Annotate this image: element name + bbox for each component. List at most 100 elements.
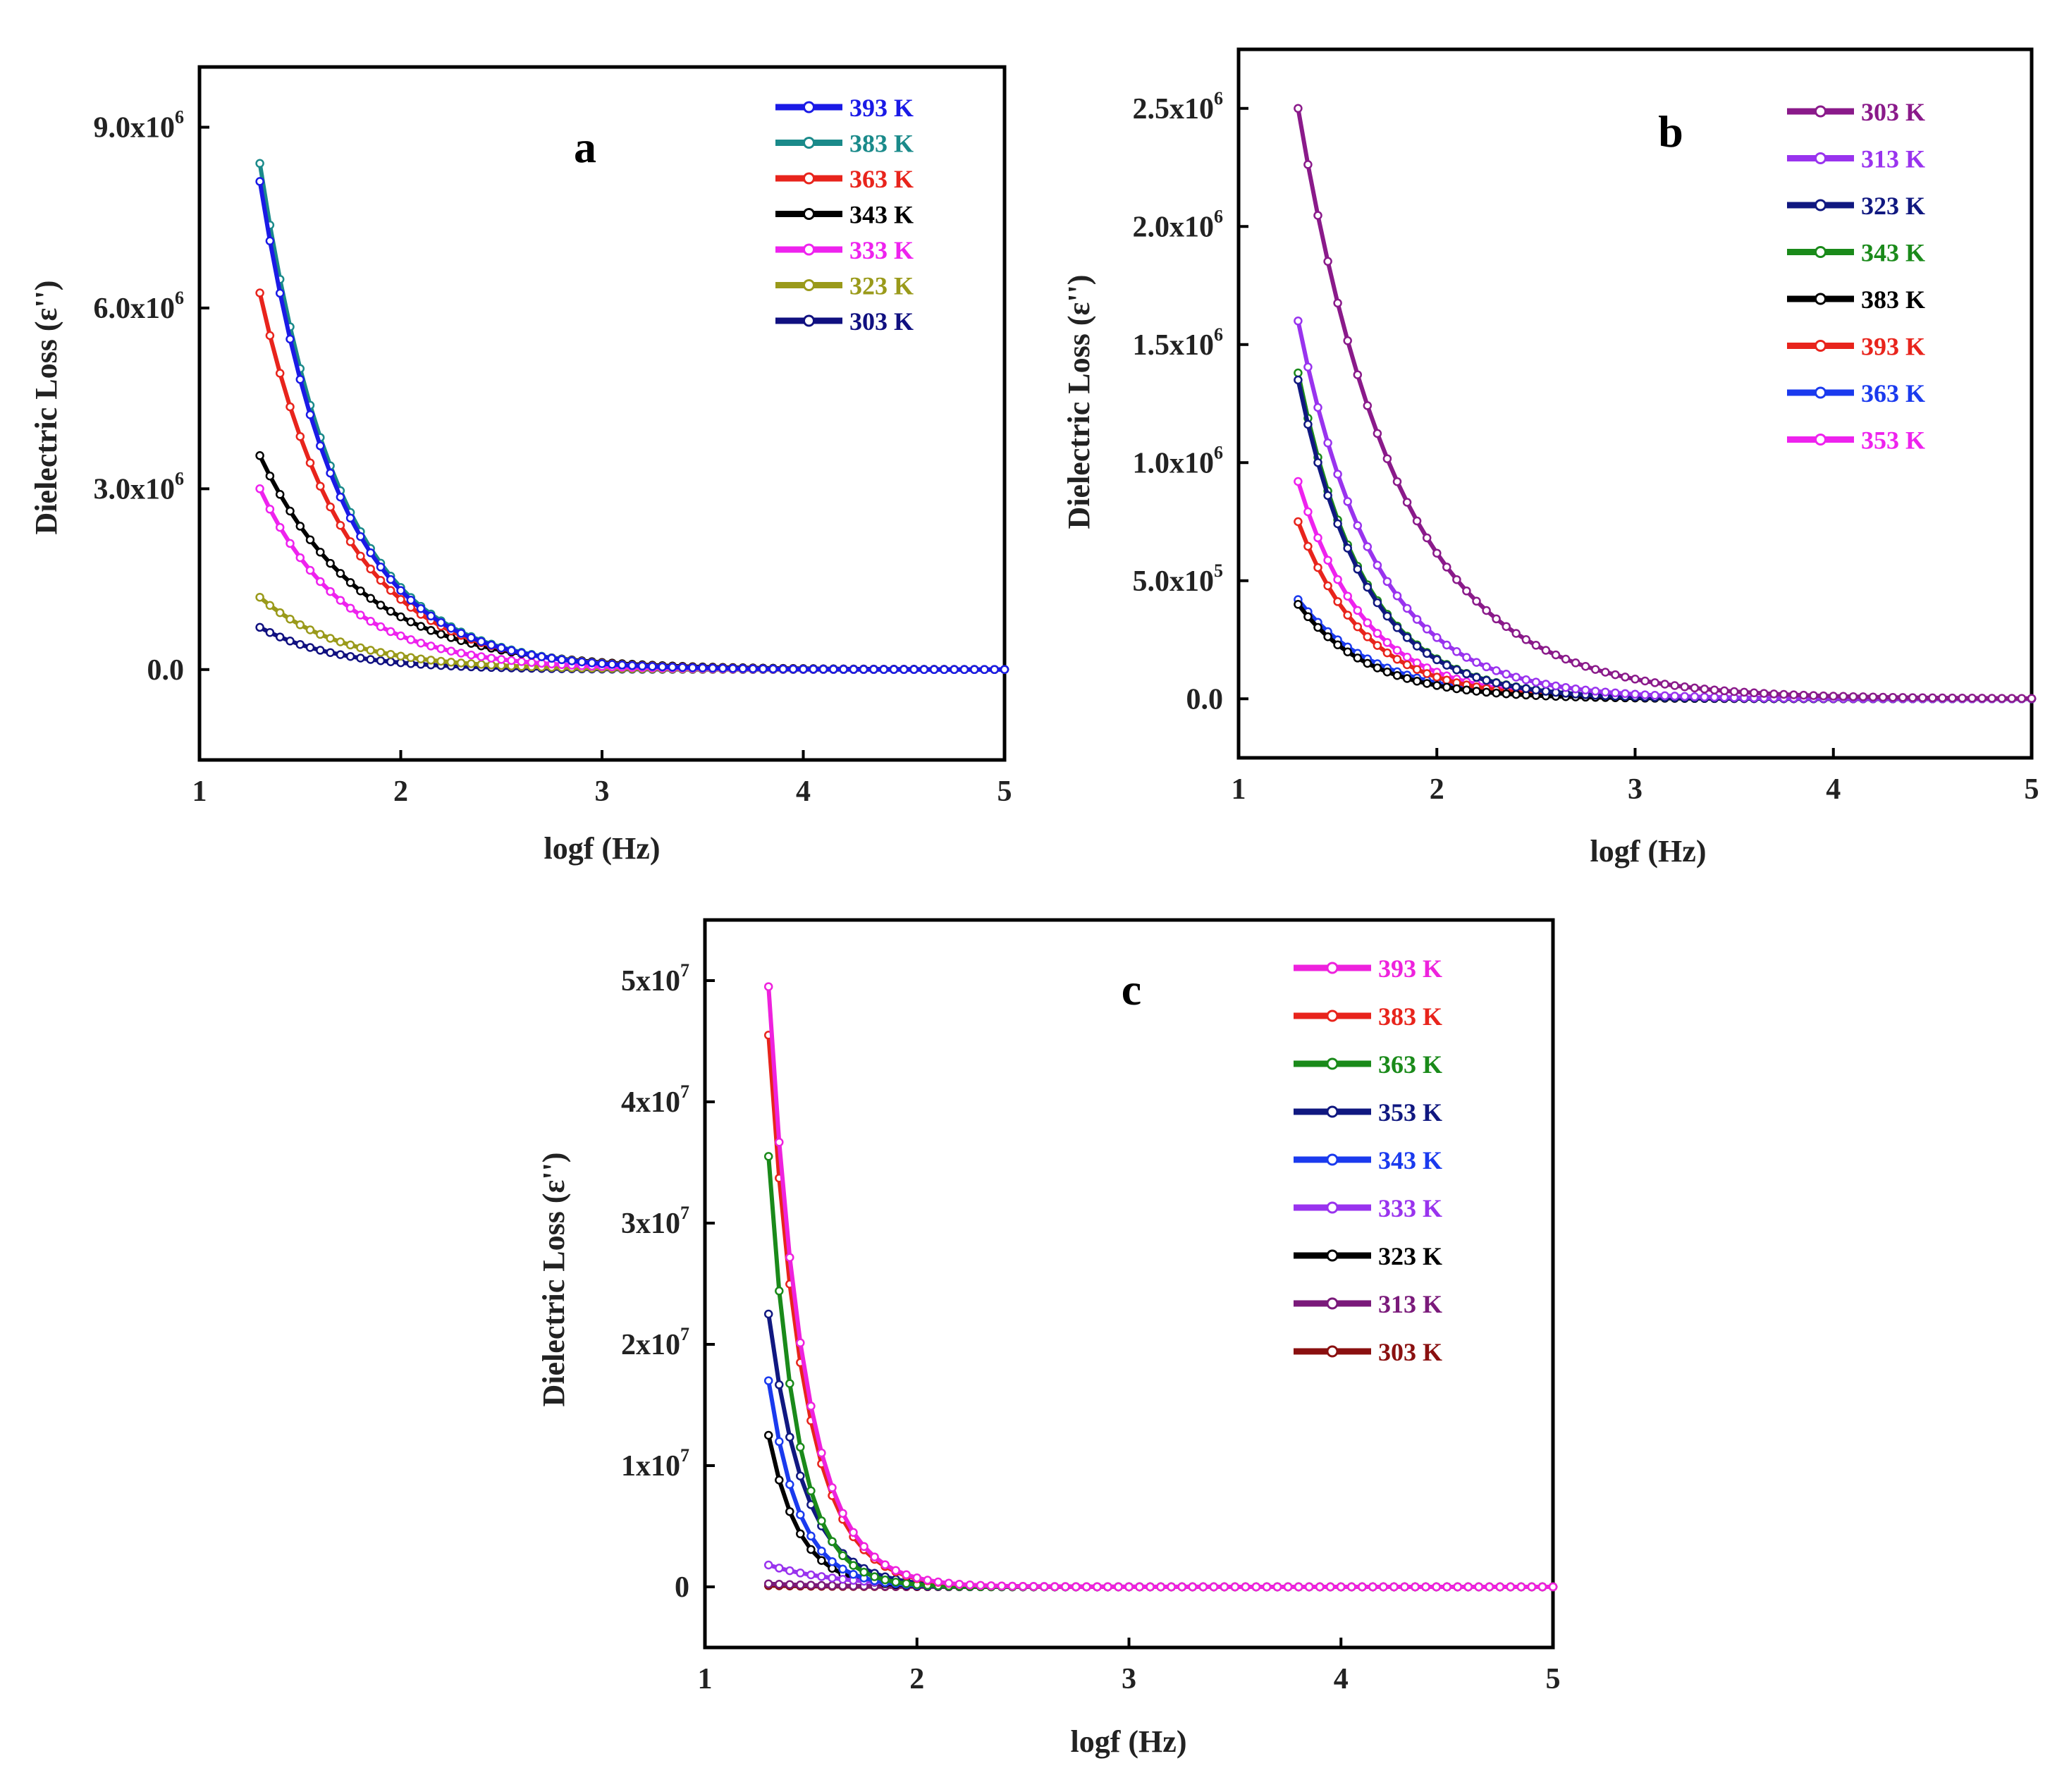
data-point	[396, 631, 405, 641]
data-point	[1908, 693, 1917, 702]
data-point	[817, 1581, 826, 1590]
x-tick-label: 3	[1628, 773, 1643, 806]
data-point	[1660, 691, 1669, 701]
legend-label: 313 K	[1378, 1290, 1442, 1318]
data-point	[426, 611, 436, 621]
data-point	[1382, 577, 1392, 587]
data-point	[1492, 688, 1501, 698]
data-point	[426, 656, 436, 665]
data-point	[637, 661, 647, 671]
legend-entry: 393 K	[1787, 333, 1925, 361]
data-point	[1422, 679, 1432, 688]
data-point	[768, 664, 778, 674]
data-point	[763, 1152, 773, 1161]
data-point	[1188, 1582, 1197, 1592]
data-point	[406, 596, 416, 605]
data-point	[1323, 581, 1332, 591]
data-point	[1353, 622, 1363, 632]
data-point	[1453, 1582, 1462, 1592]
data-point	[527, 650, 536, 660]
data-point	[1463, 1582, 1473, 1592]
legend-marker	[803, 279, 815, 291]
data-point	[1506, 1582, 1516, 1592]
legend-entry: 313 K	[1294, 1290, 1442, 1318]
data-point	[486, 653, 496, 663]
data-point	[336, 520, 345, 530]
data-point	[1294, 375, 1303, 385]
legend-entry: 343 K	[1294, 1146, 1442, 1174]
data-point	[1472, 596, 1481, 606]
data-point	[1262, 1582, 1272, 1592]
data-point	[1363, 632, 1373, 642]
data-point	[436, 618, 446, 627]
legend-label: 383 K	[849, 130, 914, 158]
data-point	[1363, 618, 1373, 627]
data-point	[386, 627, 395, 637]
x-tick-label: 2	[393, 775, 408, 808]
data-point	[785, 1379, 794, 1388]
data-point	[336, 569, 345, 578]
data-point	[1531, 641, 1541, 650]
data-point	[1432, 681, 1442, 690]
panel-b-y-axis-title: Dielectric Loss (ε'')	[1062, 275, 1096, 529]
panel-c-chart: 0 1x107 2x107 3x107 4x107 5x107 1 2 3 4 5 logf (H…	[536, 918, 1561, 1759]
data-point	[986, 1581, 996, 1590]
data-point	[305, 643, 315, 652]
data-point	[386, 649, 395, 659]
legend-label: 303 K	[849, 307, 914, 336]
data-point	[763, 982, 773, 991]
data-point	[1472, 687, 1481, 696]
x-tick-label: 5	[1546, 1663, 1561, 1695]
data-point	[396, 586, 405, 595]
data-point	[1442, 661, 1451, 670]
panel-a-series-layer	[255, 159, 1009, 675]
data-point	[796, 1471, 805, 1480]
data-point	[1007, 1581, 1017, 1591]
data-point	[1392, 654, 1402, 664]
data-point	[829, 665, 838, 674]
data-point	[1303, 507, 1313, 517]
data-point	[891, 1577, 900, 1587]
data-point	[809, 664, 818, 674]
data-point	[406, 617, 416, 627]
data-point	[1039, 1582, 1049, 1591]
data-point	[275, 490, 285, 499]
data-point	[1631, 675, 1640, 684]
data-point	[1527, 1582, 1537, 1592]
data-point	[698, 663, 707, 673]
data-point	[997, 1581, 1007, 1591]
data-point	[1313, 533, 1322, 543]
legend-entry: 303 K	[1787, 98, 1925, 126]
data-point	[799, 664, 808, 674]
data-point	[326, 587, 335, 596]
data-point	[828, 1557, 837, 1566]
data-point	[1521, 635, 1531, 644]
data-point	[899, 665, 909, 674]
data-point	[1347, 1582, 1356, 1592]
data-point	[1135, 1582, 1144, 1592]
data-point	[1858, 692, 1868, 701]
data-point	[1373, 598, 1382, 608]
data-point	[933, 1577, 943, 1587]
legend-entry: 333 K	[775, 236, 914, 264]
data-point	[286, 506, 295, 516]
data-point	[1363, 582, 1373, 592]
data-point	[1709, 692, 1719, 702]
data-point	[1303, 612, 1313, 622]
data-point	[416, 638, 426, 648]
data-point	[688, 663, 697, 673]
data-point	[980, 665, 989, 674]
data-point	[496, 655, 506, 664]
data-point	[1601, 687, 1610, 696]
data-point	[345, 651, 355, 661]
data-point	[436, 630, 446, 639]
data-point	[1432, 673, 1442, 682]
data-point	[976, 1581, 986, 1590]
y-tick-label: 5x107	[621, 960, 689, 998]
legend-marker	[803, 172, 815, 185]
x-tick-label: 5	[997, 775, 1012, 808]
data-point	[467, 659, 476, 668]
data-point	[2017, 694, 2027, 703]
data-point	[265, 601, 275, 610]
data-point	[1611, 670, 1620, 680]
